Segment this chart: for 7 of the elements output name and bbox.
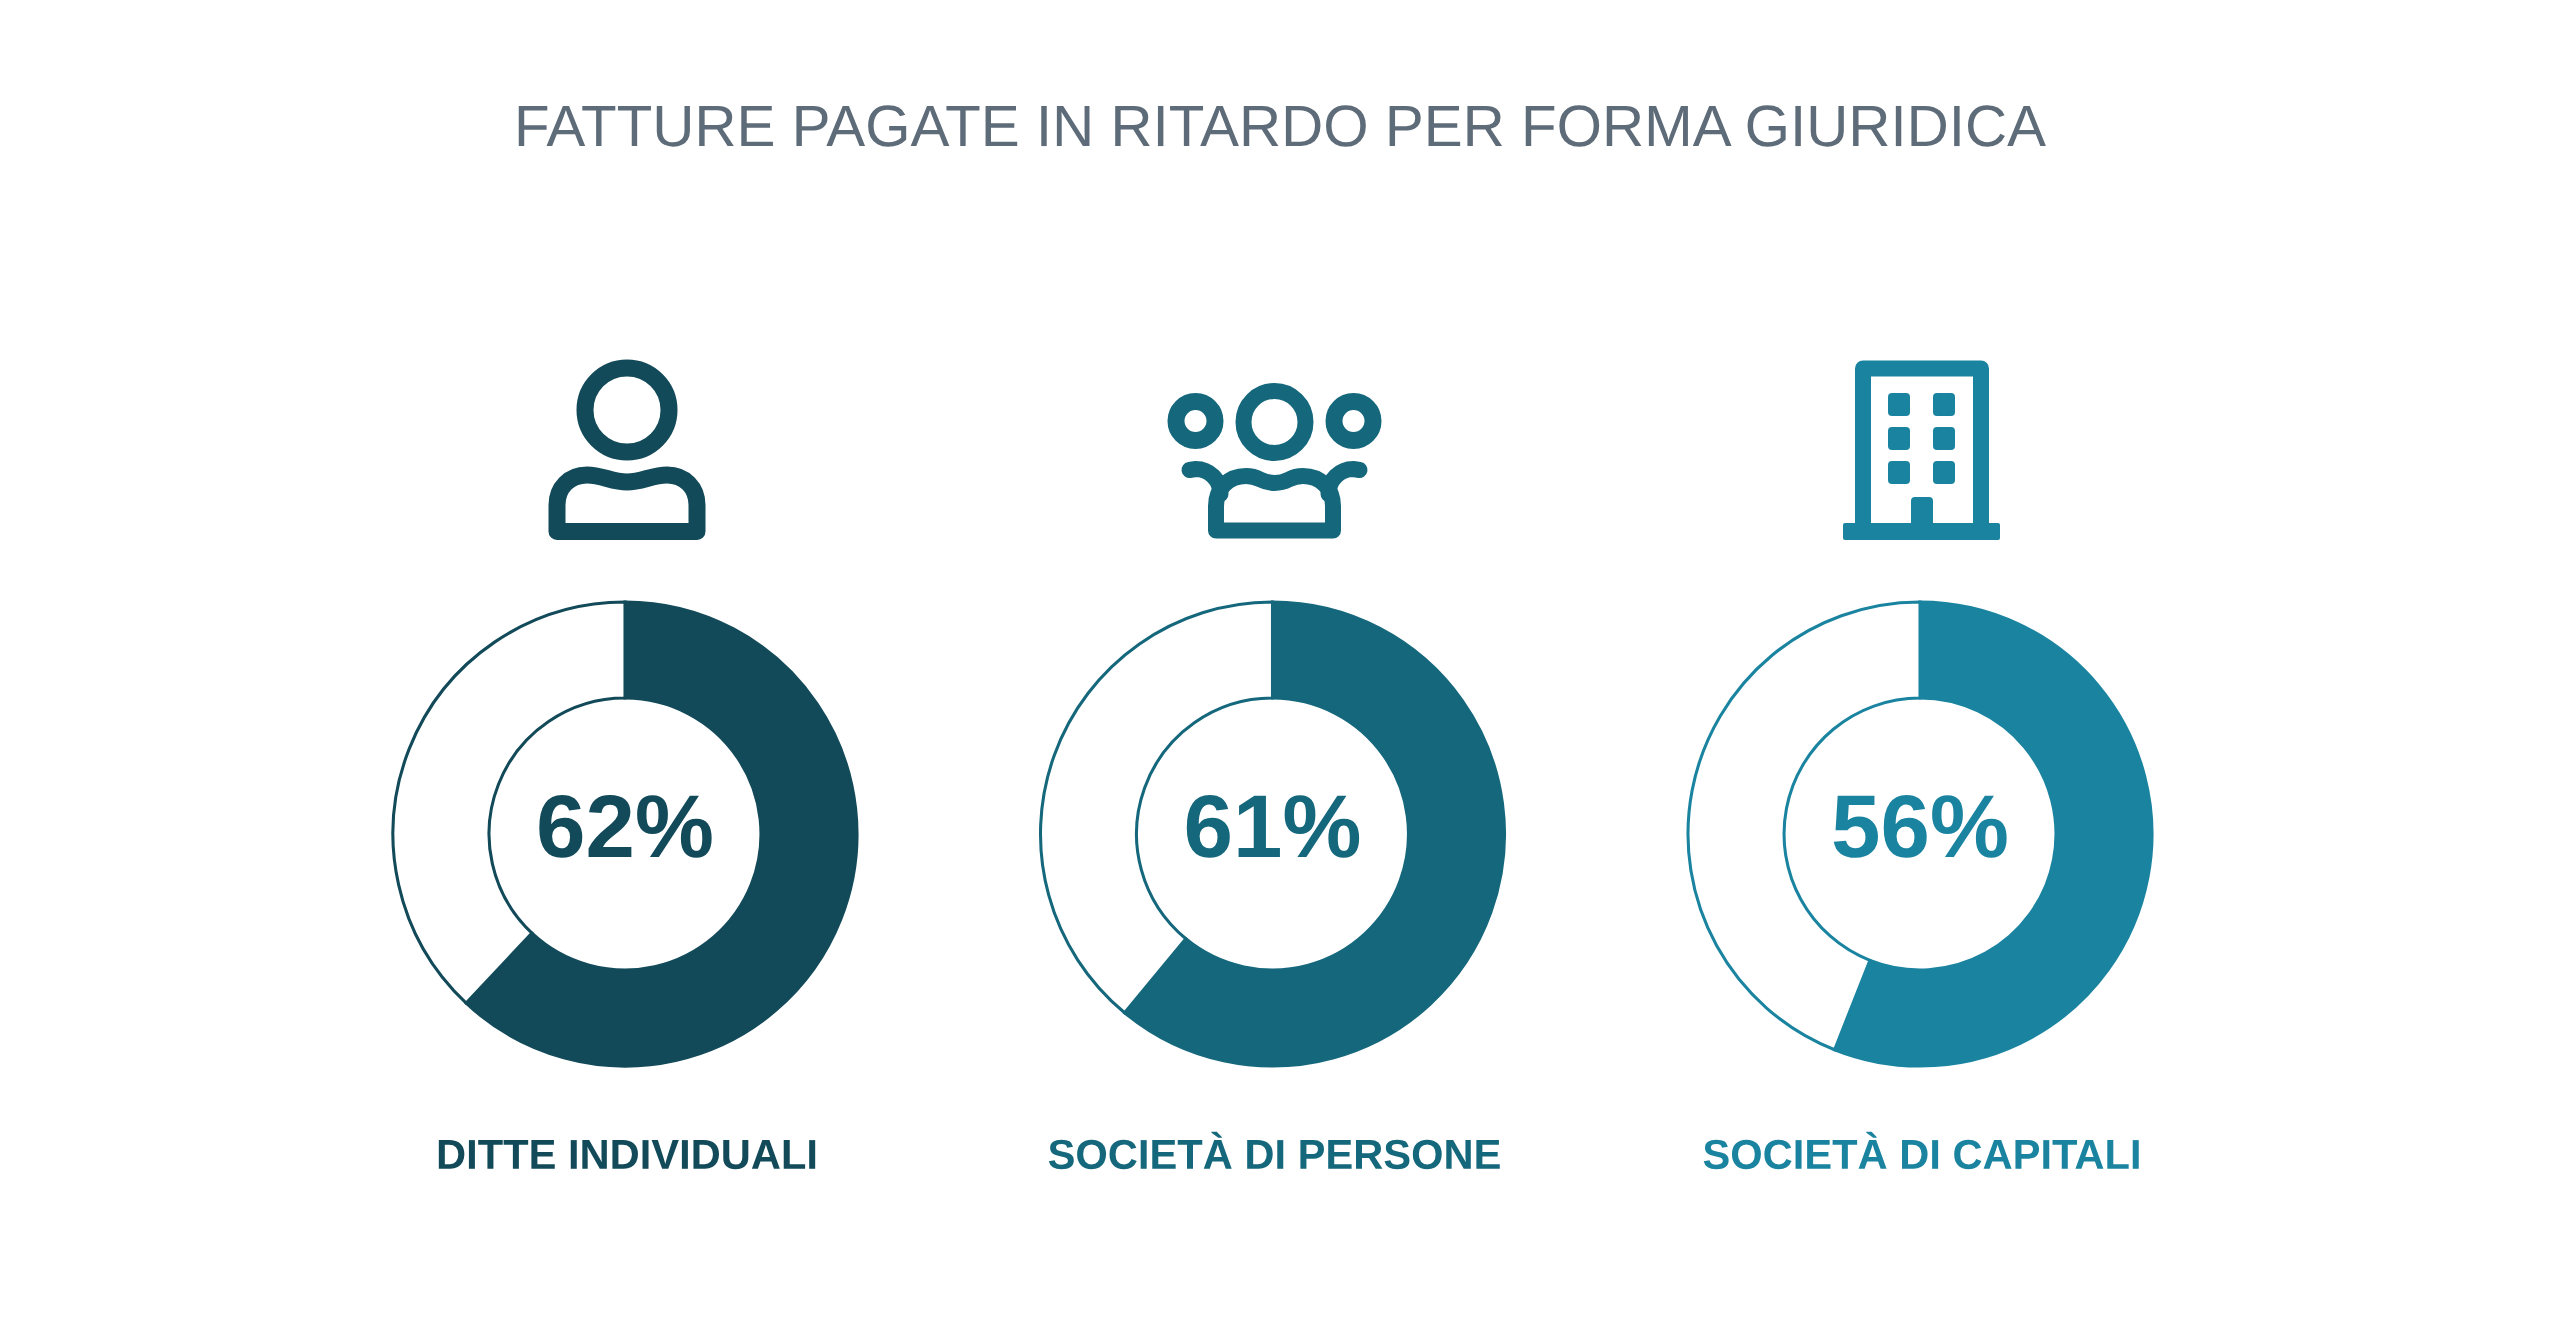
text: FATTURE PAGATE IN RITARDO PER FORMA GIURIDICA xyxy=(518,105,2046,147)
data-label: 62% xyxy=(539,794,712,858)
text: DITTE INDIVIDUALI xyxy=(438,1140,816,1170)
data-label: 61% xyxy=(1186,794,1360,858)
text: SOCIETÀ DI CAPITALI xyxy=(1703,1131,2139,1170)
data-label: 56% xyxy=(1833,794,2007,858)
text: SOCIETÀ DI PERSONE xyxy=(1048,1131,1500,1170)
